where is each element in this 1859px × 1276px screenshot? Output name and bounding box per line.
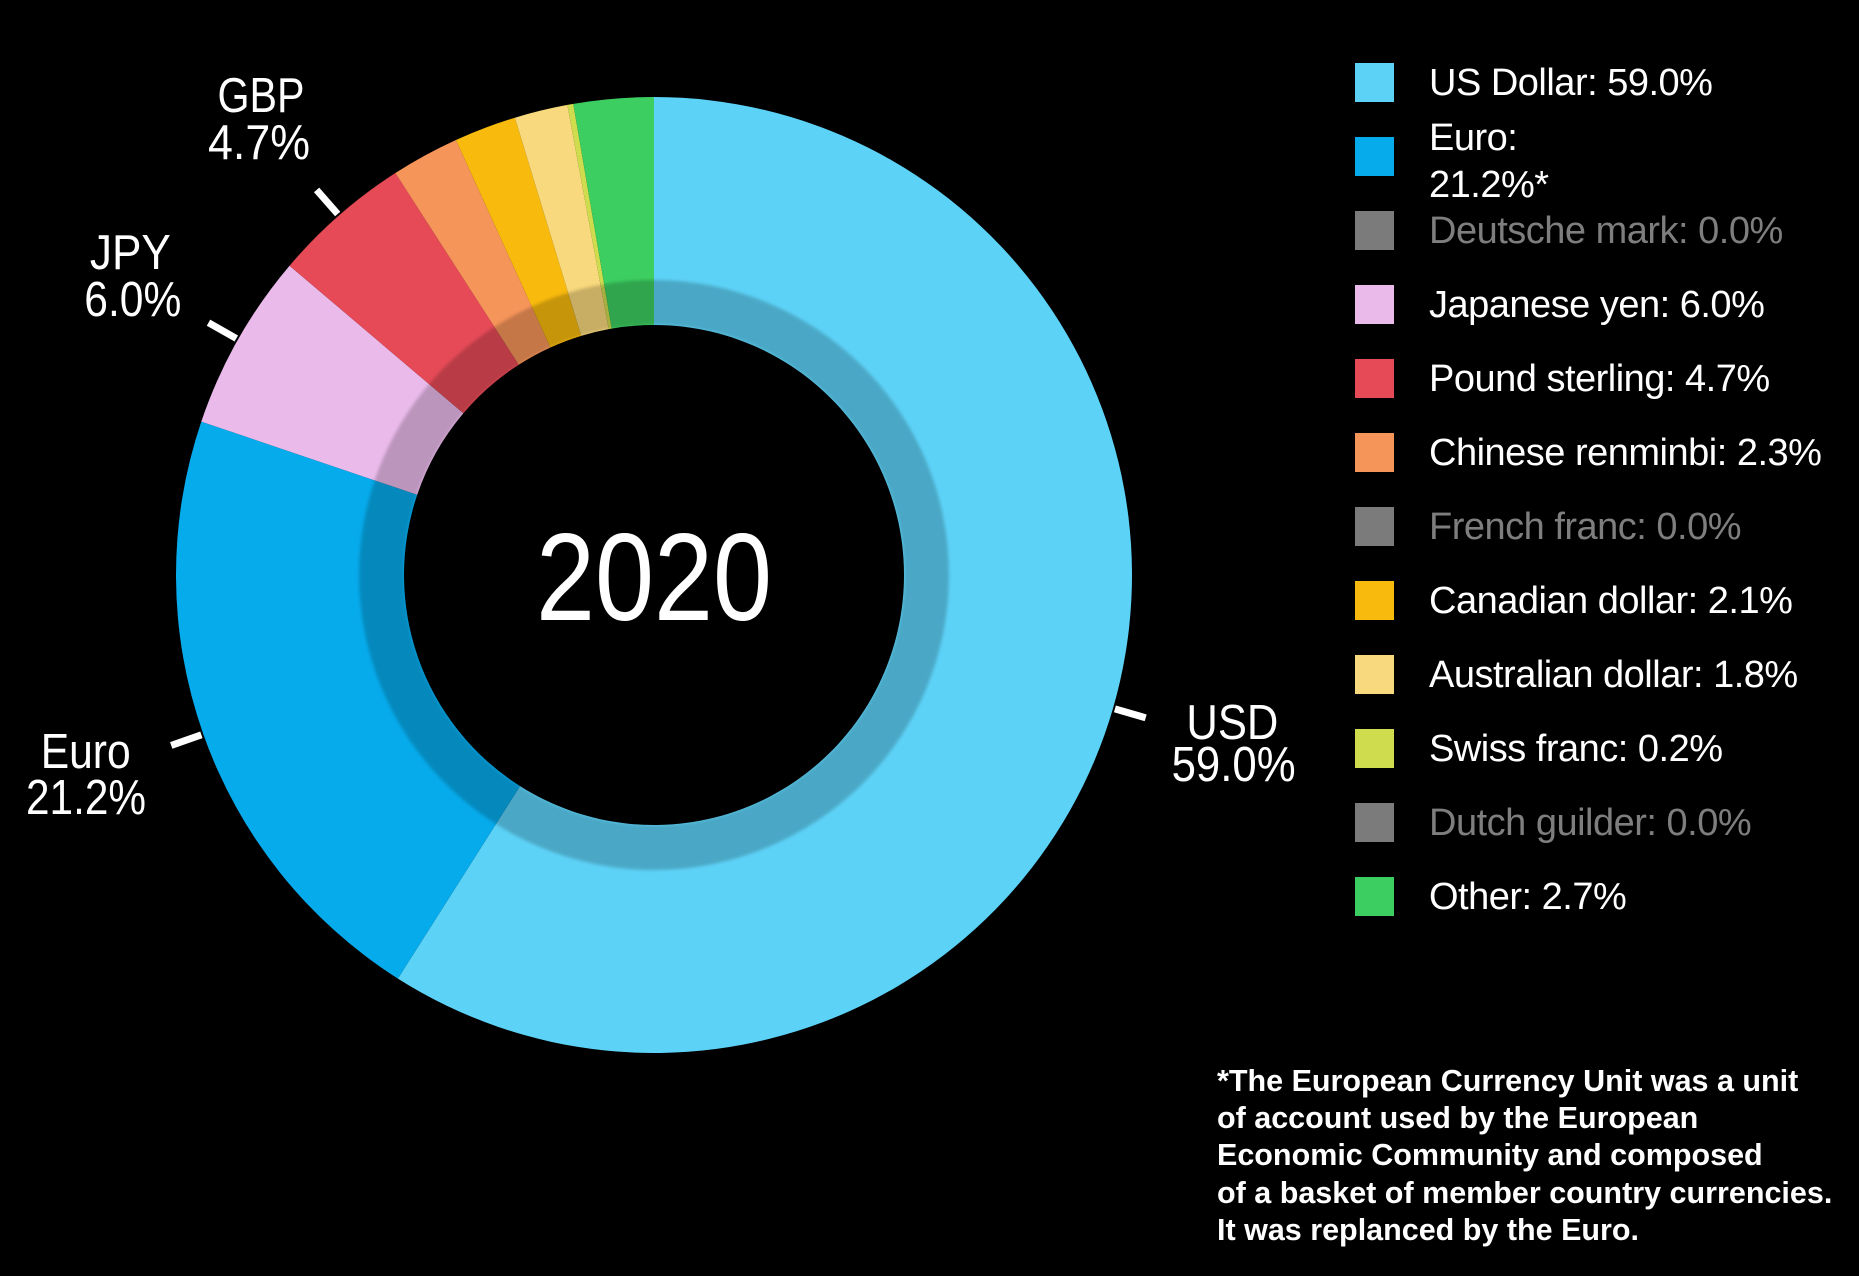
svg-text:4.7%: 4.7% (208, 116, 310, 170)
svg-text:6.0%: 6.0% (84, 273, 181, 327)
svg-text:JPY: JPY (90, 226, 171, 280)
svg-text:Euro: Euro (41, 725, 131, 779)
svg-text:Other: 2.7%: Other: 2.7% (1429, 876, 1626, 918)
svg-text:of a basket of member country: of a basket of member country currencies… (1217, 1176, 1832, 1210)
svg-text:It was replanced by the Euro.: It was replanced by the Euro. (1217, 1213, 1639, 1247)
svg-text:Pound sterling: 4.7%: Pound sterling: 4.7% (1429, 358, 1770, 400)
svg-text:Economic Community and compose: Economic Community and composed (1217, 1138, 1763, 1172)
svg-text:US Dollar: 59.0%: US Dollar: 59.0% (1429, 62, 1712, 104)
svg-text:21.2%: 21.2% (26, 771, 146, 825)
svg-text:Japanese yen: 6.0%: Japanese yen: 6.0% (1429, 284, 1764, 326)
svg-text:Deutsche mark: 0.0%: Deutsche mark: 0.0% (1429, 210, 1783, 252)
svg-text:French franc: 0.0%: French franc: 0.0% (1429, 506, 1741, 548)
svg-text:Euro:: Euro: (1429, 117, 1517, 159)
svg-text:*The European Currency Unit wa: *The European Currency Unit was a unit (1217, 1064, 1798, 1098)
svg-text:Chinese renminbi: 2.3%: Chinese renminbi: 2.3% (1429, 432, 1821, 474)
svg-text:USD: USD (1186, 696, 1278, 750)
svg-text:Australian dollar: 1.8%: Australian dollar: 1.8% (1429, 654, 1798, 696)
svg-text:59.0%: 59.0% (1172, 738, 1296, 792)
svg-text:Dutch guilder: 0.0%: Dutch guilder: 0.0% (1429, 802, 1751, 844)
svg-text:of account used by the Europea: of account used by the European (1217, 1101, 1698, 1135)
svg-text:2020: 2020 (536, 509, 772, 647)
svg-text:Canadian dollar: 2.1%: Canadian dollar: 2.1% (1429, 580, 1792, 622)
svg-text:GBP: GBP (218, 69, 305, 123)
svg-text:Swiss franc: 0.2%: Swiss franc: 0.2% (1429, 728, 1723, 770)
svg-text:21.2%*: 21.2%* (1429, 164, 1549, 206)
